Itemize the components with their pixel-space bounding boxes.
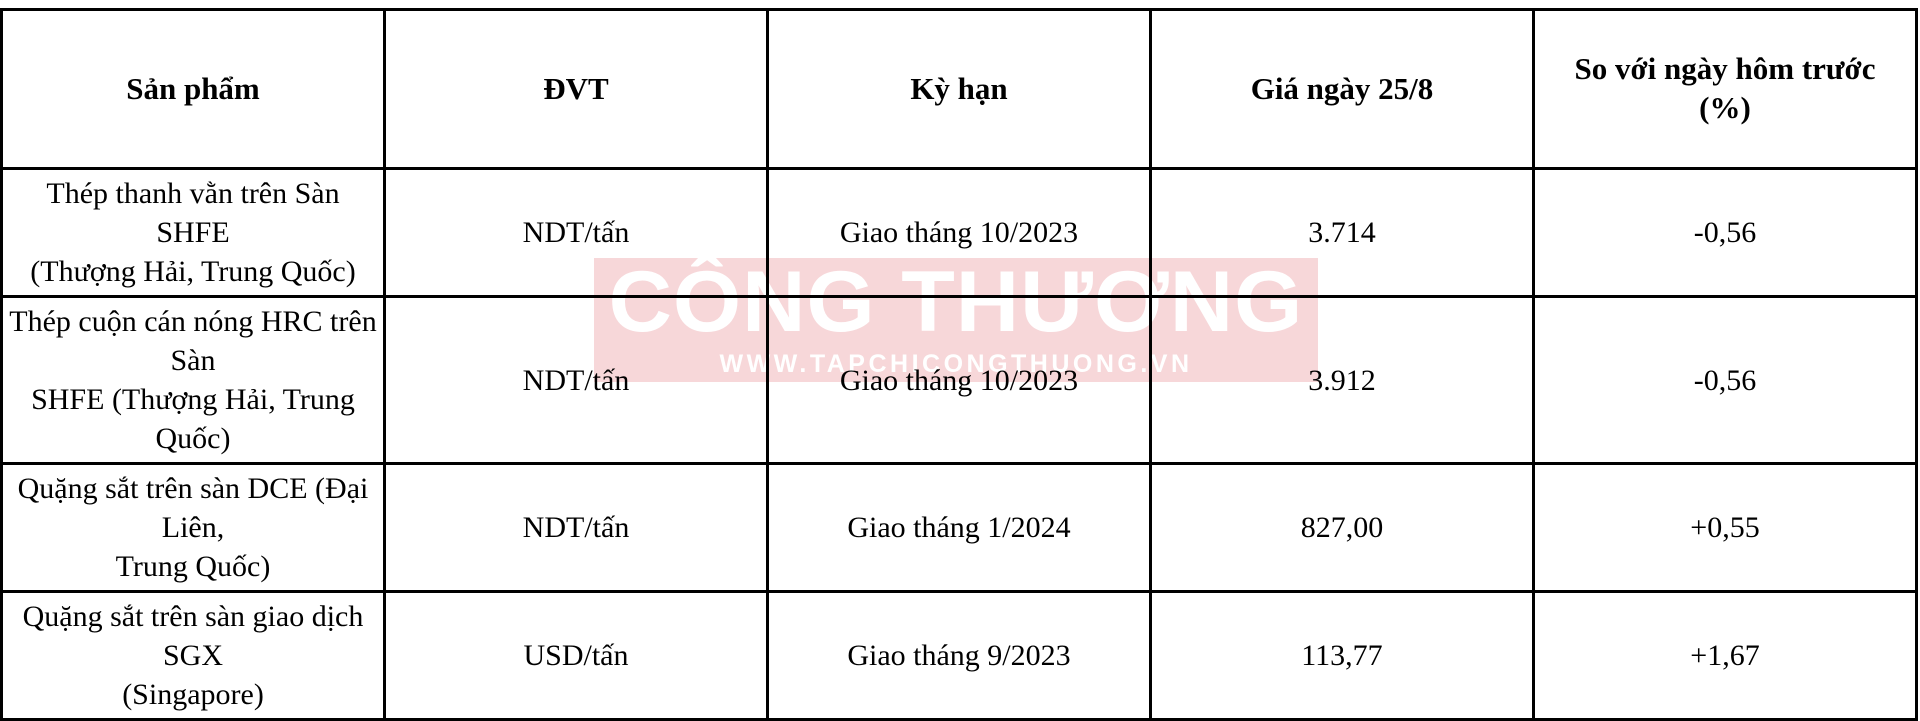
cell-price: 113,77 [1149, 590, 1535, 721]
cell-price: 3.714 [1149, 167, 1535, 298]
table-row: Quặng sắt trên sàn DCE (Đại Liên, Trung … [0, 462, 1918, 593]
table-body: Thép thanh vằn trên Sàn SHFE (Thượng Hải… [0, 167, 1918, 721]
header-cell-term: Kỳ hạn [766, 8, 1152, 170]
cell-product: Thép cuộn cán nóng HRC trên Sàn SHFE (Th… [0, 295, 386, 465]
cell-unit: NDT/tấn [383, 462, 769, 593]
cell-unit: NDT/tấn [383, 167, 769, 298]
table-header: Sản phẩm ĐVT Kỳ hạn Giá ngày 25/8 So với… [0, 8, 1918, 170]
header-row: Sản phẩm ĐVT Kỳ hạn Giá ngày 25/8 So với… [0, 8, 1918, 170]
price-table-container: Sản phẩm ĐVT Kỳ hạn Giá ngày 25/8 So với… [0, 8, 1920, 721]
cell-product-line1: Thép thanh vằn trên Sàn SHFE [46, 177, 340, 249]
page-root: CÔNG THƯƠNG WWW.TAPCHICONGTHUONG.VN Sản … [0, 8, 1918, 721]
cell-change: -0,56 [1532, 167, 1918, 298]
cell-product: Quặng sắt trên sàn DCE (Đại Liên, Trung … [0, 462, 386, 593]
cell-change: +1,67 [1532, 590, 1918, 721]
cell-unit: USD/tấn [383, 590, 769, 721]
cell-product-line1: Quặng sắt trên sàn giao dịch SGX [22, 600, 364, 672]
cell-product: Thép thanh vằn trên Sàn SHFE (Thượng Hải… [0, 167, 386, 298]
cell-product-line2: Trung Quốc) [115, 550, 271, 583]
cell-change: -0,56 [1532, 295, 1918, 465]
cell-term: Giao tháng 1/2024 [766, 462, 1152, 593]
header-cell-price: Giá ngày 25/8 [1149, 8, 1535, 170]
cell-unit: NDT/tấn [383, 295, 769, 465]
cell-product-line1: Thép cuộn cán nóng HRC trên Sàn [9, 305, 377, 377]
cell-product-line2: (Thượng Hải, Trung Quốc) [30, 255, 356, 288]
cell-product-line1: Quặng sắt trên sàn DCE (Đại Liên, [17, 472, 369, 544]
header-cell-product: Sản phẩm [0, 8, 386, 170]
header-cell-change-line2: (%) [1699, 90, 1751, 125]
table-row: Thép cuộn cán nóng HRC trên Sàn SHFE (Th… [0, 295, 1918, 465]
cell-term: Giao tháng 10/2023 [766, 295, 1152, 465]
header-cell-unit: ĐVT [383, 8, 769, 170]
cell-product-line2: SHFE (Thượng Hải, Trung Quốc) [31, 383, 355, 455]
cell-product-line2: (Singapore) [122, 678, 264, 711]
cell-term: Giao tháng 10/2023 [766, 167, 1152, 298]
table-row: Quặng sắt trên sàn giao dịch SGX (Singap… [0, 590, 1918, 721]
cell-change: +0,55 [1532, 462, 1918, 593]
cell-term: Giao tháng 9/2023 [766, 590, 1152, 721]
cell-price: 827,00 [1149, 462, 1535, 593]
table-row: Thép thanh vằn trên Sàn SHFE (Thượng Hải… [0, 167, 1918, 298]
cell-product: Quặng sắt trên sàn giao dịch SGX (Singap… [0, 590, 386, 721]
header-cell-change-line1: So với ngày hôm trước [1574, 51, 1876, 87]
cell-price: 3.912 [1149, 295, 1535, 465]
price-table: Sản phẩm ĐVT Kỳ hạn Giá ngày 25/8 So với… [0, 8, 1918, 721]
header-cell-change: So với ngày hôm trước (%) [1532, 8, 1918, 170]
